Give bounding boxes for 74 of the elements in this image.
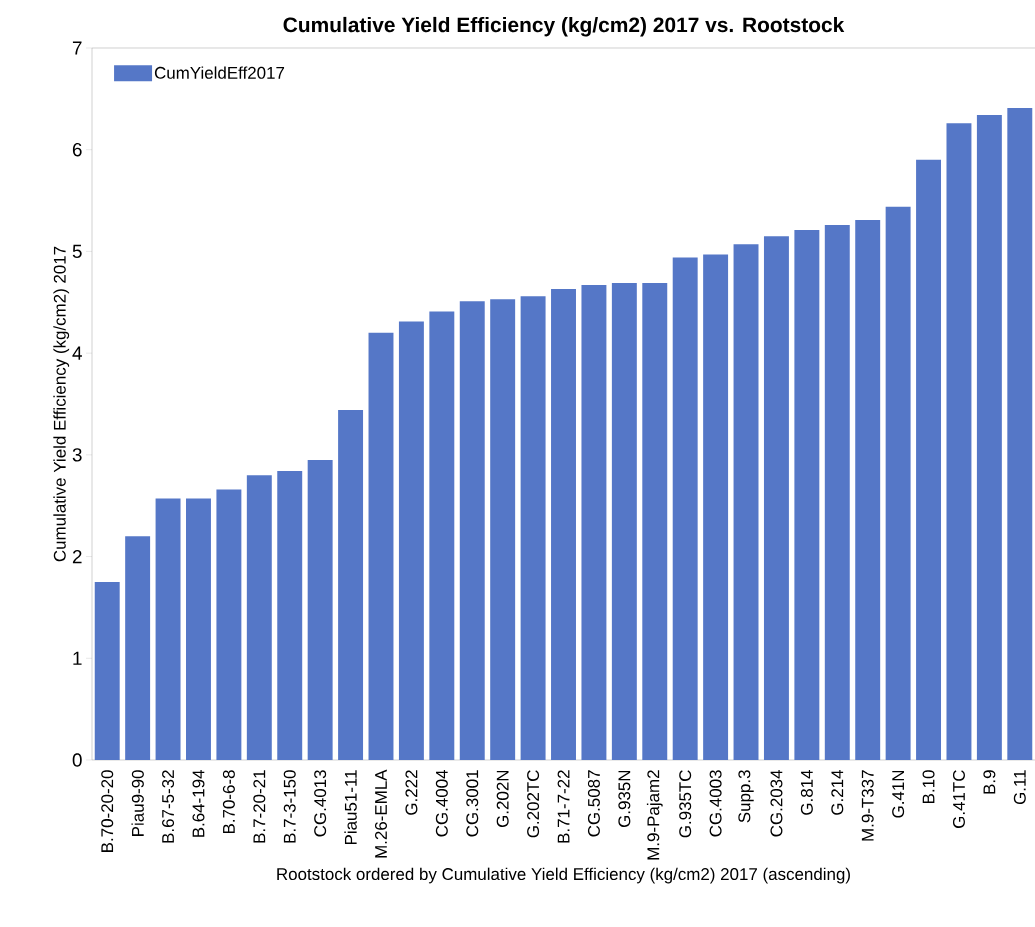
x-tick-label: G.214	[831, 770, 844, 815]
bar	[368, 332, 394, 760]
bar	[307, 459, 333, 760]
bar	[398, 321, 424, 760]
x-tick-label: M.9-T337	[861, 770, 874, 841]
x-tick-label: G.222	[405, 770, 418, 815]
y-tick-label: 3	[72, 448, 82, 462]
bar	[916, 159, 942, 760]
x-tick-label: CG.4013	[314, 770, 327, 837]
bar	[338, 410, 364, 760]
x-tick-label: Supp.3	[738, 770, 754, 823]
y-tick-label: 0	[72, 753, 82, 767]
x-tick-label: CG.3001	[466, 770, 479, 837]
bar	[125, 536, 151, 760]
bar	[1007, 108, 1033, 760]
x-tick-label: Piau51-11	[344, 770, 357, 845]
bar	[672, 257, 698, 760]
bar	[520, 296, 546, 760]
bar	[642, 282, 668, 760]
bar	[459, 301, 485, 760]
bar	[277, 471, 303, 760]
x-tick-label: B.70-6-8	[222, 770, 235, 834]
bar	[611, 282, 637, 760]
bar	[186, 498, 211, 760]
x-tick-label: CG.4004	[435, 770, 448, 837]
y-tick-label: 7	[72, 41, 82, 55]
x-tick-label: B.7-20-21	[253, 770, 266, 843]
x-tick-label: B.64-194	[192, 770, 205, 837]
y-tick-label: 2	[72, 549, 82, 564]
x-tick-label: CG.5087	[587, 770, 600, 837]
x-tick-label: B.7-3-150	[283, 770, 296, 843]
x-axis-title: Rootstock ordered by Cumulative Yield Efficiency (kg/cm2) 2017 (ascending)	[277, 867, 850, 884]
bar	[946, 123, 972, 760]
bar	[855, 219, 881, 760]
bar	[581, 284, 607, 760]
x-tick-label: Piau9-90	[131, 770, 144, 836]
y-axis-title: Cumulative Yield Efficiency (kg/cm2) 2017	[53, 246, 70, 562]
x-tick-label: M.26-EMLA	[374, 769, 387, 858]
x-tick-label: B.67-5-32	[162, 770, 175, 843]
x-tick-label: B.9	[983, 770, 996, 794]
bar	[246, 475, 272, 760]
x-tick-label: G.935N	[618, 770, 631, 828]
x-tick-label: G.935TC	[679, 770, 692, 838]
x-tick-label: B.10	[922, 770, 935, 803]
legend-label: CumYieldEff2017	[154, 66, 285, 79]
bar	[155, 498, 181, 760]
y-tick-label: 4	[72, 346, 82, 360]
x-tick-label: B.70-20-20	[101, 770, 114, 852]
y-tick-label: 5	[72, 244, 82, 259]
y-tick-label: 6	[72, 143, 82, 157]
chart-title: Cumulative Yield Efficiency (kg/cm2) 2017 vs. Rootstock	[283, 16, 845, 37]
bar	[733, 244, 759, 760]
bar	[885, 206, 911, 760]
bar	[94, 581, 120, 760]
x-tick-label: G.41TC	[952, 770, 965, 828]
bar	[551, 289, 576, 760]
x-tick-label: CG.2034	[770, 770, 783, 837]
x-tick-label: G.814	[800, 770, 813, 815]
x-tick-label: M.9-Pajam2	[646, 770, 663, 860]
x-tick-label: B.71-7-22	[557, 770, 570, 843]
bar	[794, 230, 820, 760]
x-tick-label: CG.4003	[709, 770, 722, 837]
x-tick-label: G.41N	[892, 770, 905, 818]
bar	[976, 115, 1002, 760]
x-tick-label: G.202TC	[527, 770, 540, 838]
x-tick-label: G.11	[1013, 770, 1026, 805]
bar	[763, 236, 789, 760]
x-tick-label: G.202N	[496, 770, 509, 828]
bar	[429, 311, 455, 760]
y-tick-label: 1	[73, 651, 82, 665]
bar	[490, 299, 516, 760]
bar	[216, 489, 242, 760]
bar	[703, 254, 729, 760]
bar	[824, 224, 850, 760]
